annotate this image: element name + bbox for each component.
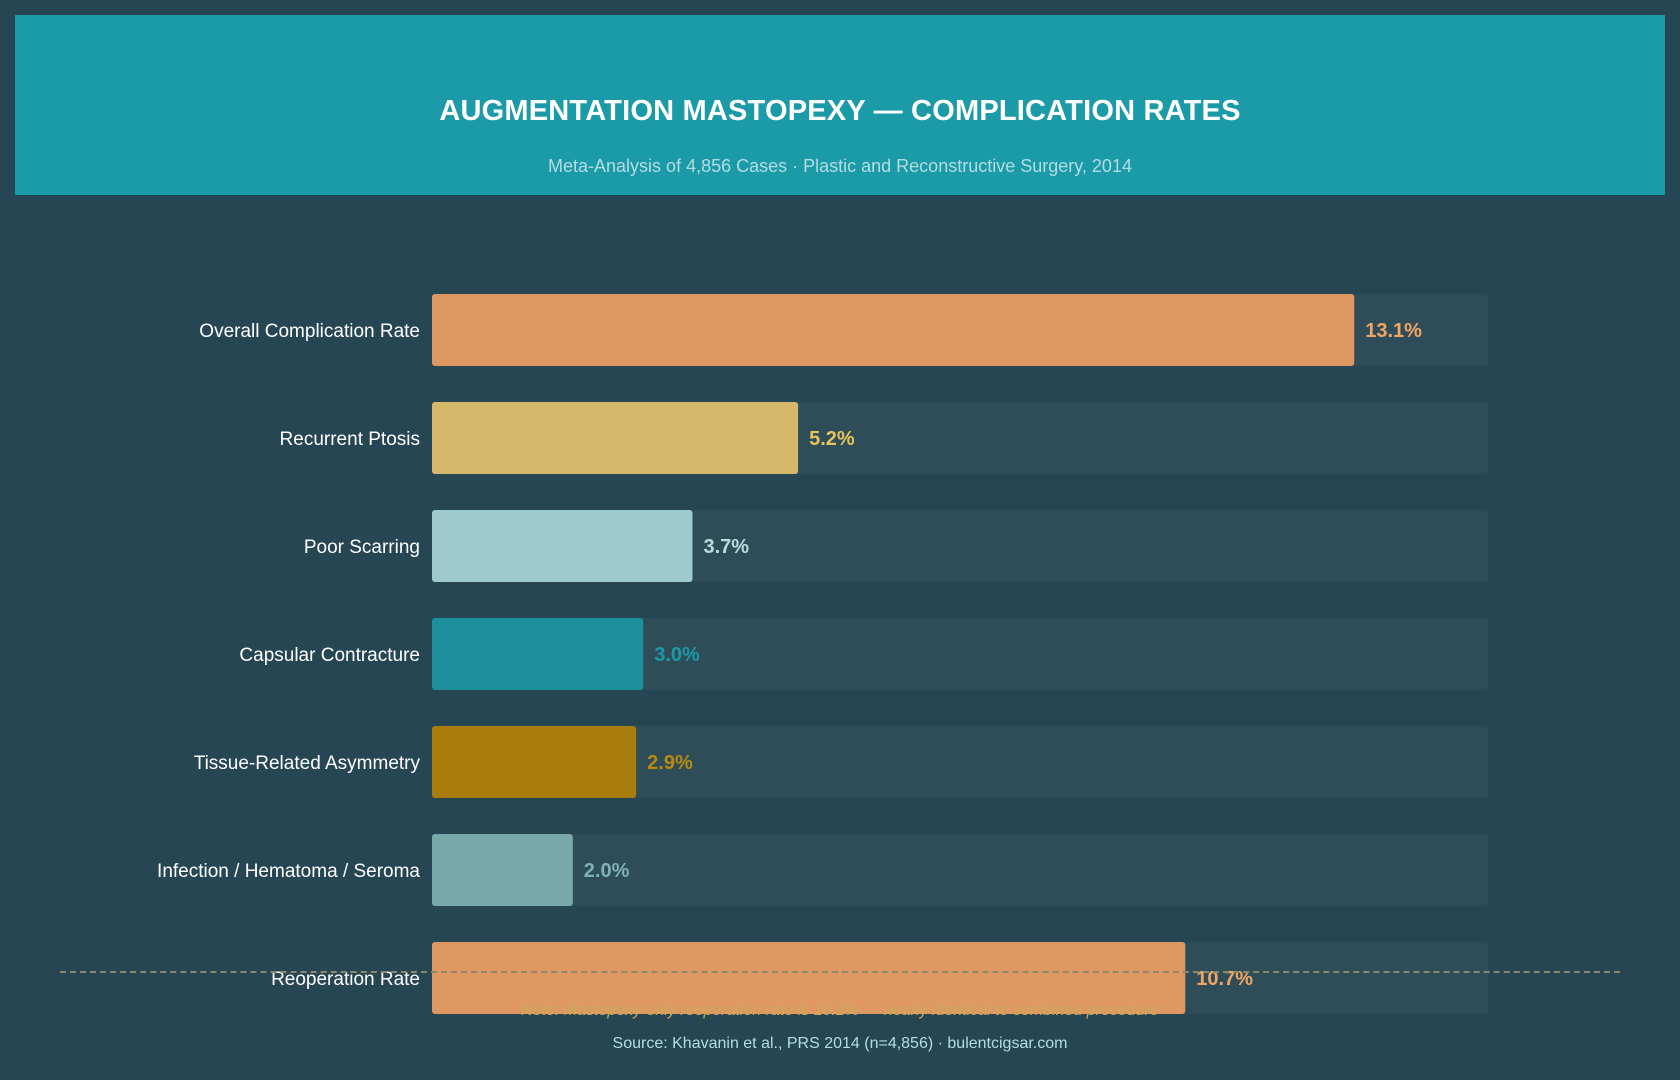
value-label-overall-complication-rate: 13.1% bbox=[1365, 320, 1422, 342]
bar-track-poor-scarring bbox=[432, 510, 1488, 582]
value-label-recurrent-ptosis: 5.2% bbox=[809, 428, 855, 450]
category-label-reoperation-rate: Reoperation Rate bbox=[271, 969, 420, 990]
value-label-infection-hematoma-seroma: 2.0% bbox=[584, 860, 630, 882]
category-label-recurrent-ptosis: Recurrent Ptosis bbox=[280, 429, 420, 450]
bar-overall-complication-rate bbox=[432, 294, 1355, 366]
bar-track-tissue-related-asymmetry bbox=[432, 726, 1488, 798]
bar-recurrent-ptosis bbox=[432, 402, 799, 474]
bar-track-infection-hematoma-seroma bbox=[432, 834, 1488, 906]
bar-track-capsular-contracture bbox=[432, 618, 1488, 690]
bar-reoperation-rate bbox=[432, 942, 1186, 1014]
category-label-tissue-related-asymmetry: Tissue-Related Asymmetry bbox=[194, 753, 421, 774]
category-label-infection-hematoma-seroma: Infection / Hematoma / Seroma bbox=[157, 861, 420, 882]
value-label-poor-scarring: 3.7% bbox=[703, 536, 749, 558]
bar-poor-scarring bbox=[432, 510, 693, 582]
dashed-divider bbox=[60, 971, 1620, 973]
value-label-tissue-related-asymmetry: 2.9% bbox=[647, 752, 693, 774]
source-credit: Source: Khavanin et al., PRS 2014 (n=4,8… bbox=[612, 1035, 1068, 1052]
value-label-reoperation-rate: 10.7% bbox=[1196, 968, 1253, 990]
chart-header: AUGMENTATION MASTOPEXY — COMPLICATION RA… bbox=[15, 15, 1665, 195]
category-label-overall-complication-rate: Overall Complication Rate bbox=[199, 321, 420, 342]
bar-capsular-contracture bbox=[432, 618, 644, 690]
chart-title: AUGMENTATION MASTOPEXY — COMPLICATION RA… bbox=[439, 95, 1241, 127]
category-label-poor-scarring: Poor Scarring bbox=[304, 537, 420, 558]
bar-tissue-related-asymmetry bbox=[432, 726, 637, 798]
chart-subtitle: Meta-Analysis of 4,856 Cases · Plastic a… bbox=[548, 156, 1132, 176]
value-label-capsular-contracture: 3.0% bbox=[654, 644, 700, 666]
category-label-capsular-contracture: Capsular Contracture bbox=[239, 645, 420, 666]
bar-infection-hematoma-seroma bbox=[432, 834, 573, 906]
footnote: Note: Mastopexy-only reoperation rate is… bbox=[521, 1002, 1159, 1019]
